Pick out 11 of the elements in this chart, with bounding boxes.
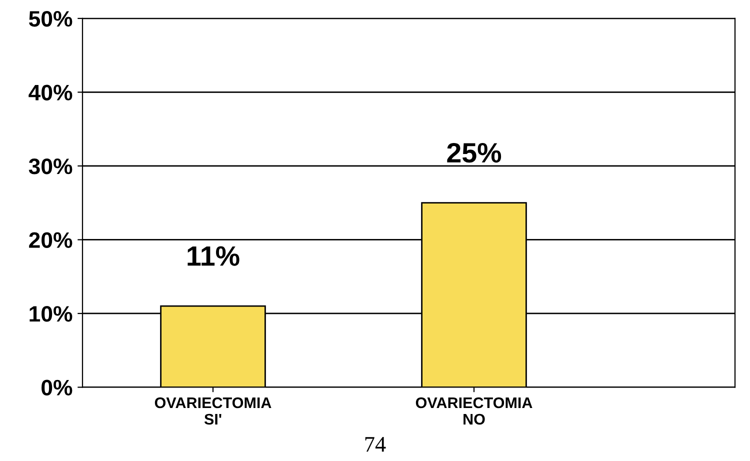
- x-tick-label: OVARIECTOMIA NO: [416, 397, 532, 425]
- y-tick-label: 50%: [28, 10, 72, 27]
- x-tick-label: OVARIECTOMIA SI': [154, 397, 272, 425]
- data-label: 11%: [188, 246, 240, 266]
- y-tick-label: 20%: [29, 232, 72, 248]
- data-label: 25%: [447, 142, 502, 163]
- y-tick-label: 0%: [42, 380, 72, 396]
- y-tick-label: 40%: [28, 84, 72, 100]
- y-tick-label: 30%: [28, 158, 72, 174]
- y-tick-label: 10%: [30, 306, 72, 322]
- text: 74: [365, 437, 386, 452]
